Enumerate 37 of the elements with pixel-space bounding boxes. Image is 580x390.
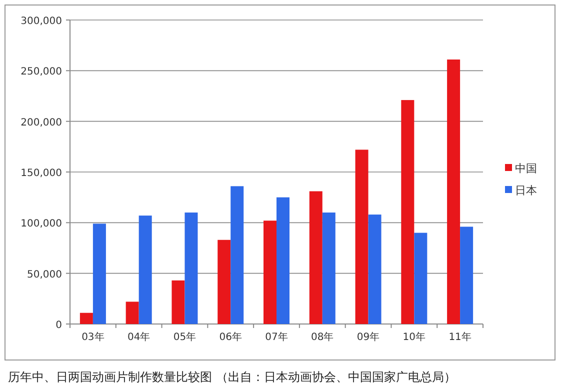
x-tick-label: 06年: [219, 331, 242, 343]
bar: [126, 302, 139, 324]
y-tick-label: 200,000: [20, 117, 62, 128]
y-tick-label: 150,000: [20, 168, 62, 179]
y-tick-label: 250,000: [20, 66, 62, 78]
bar: [264, 220, 276, 324]
bar: [447, 60, 460, 324]
bar: [414, 232, 428, 324]
bar: [218, 240, 231, 324]
y-tick-label: 0: [56, 320, 62, 331]
bar: [184, 212, 198, 324]
bar: [309, 191, 322, 324]
legend-label: 中国: [515, 162, 537, 175]
y-tick-label: 300,000: [20, 16, 62, 27]
x-tick-label: 07年: [265, 331, 288, 343]
bar: [401, 100, 414, 324]
x-tick-label: 04年: [127, 331, 150, 343]
bar: [355, 150, 368, 324]
x-tick-label: 10年: [402, 331, 426, 343]
bar: [230, 186, 244, 324]
y-tick-label: 50,000: [27, 269, 62, 280]
y-tick-label: 100,000: [20, 218, 62, 230]
x-tick-label: 05年: [173, 331, 196, 343]
legend-label: 日本: [515, 184, 537, 197]
x-tick-label: 11年: [448, 331, 472, 343]
bar: [172, 280, 185, 324]
x-tick-label: 03年: [82, 331, 104, 343]
text: 历年中、日两国动画片制作数量比较图 （出自：日本动画协会、中国国家广电总局）: [8, 370, 456, 384]
x-tick-label: 08年: [311, 331, 334, 343]
bar: [80, 312, 93, 324]
x-tick-label: 09年: [356, 331, 380, 343]
bar: [92, 224, 106, 324]
bar: [138, 216, 152, 324]
bar: [460, 226, 474, 324]
bar: [368, 214, 382, 324]
bar: [276, 197, 290, 324]
bar: [322, 212, 336, 324]
